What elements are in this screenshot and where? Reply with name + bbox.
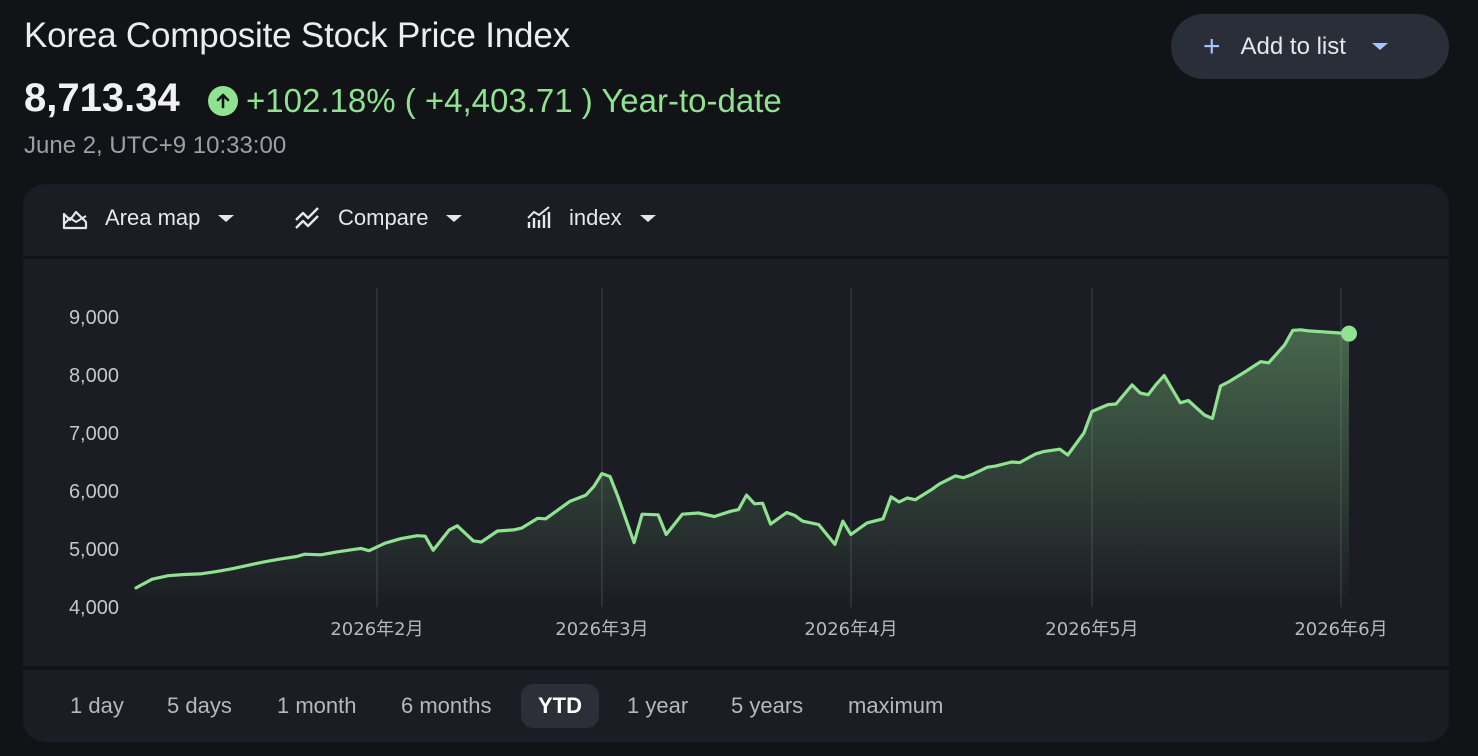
change-text: +102.18% ( +4,403.71 ) Year-to-date — [246, 82, 782, 119]
range-option[interactable]: 6 months — [401, 693, 492, 718]
add-to-list-button[interactable]: + Add to list — [1171, 14, 1449, 79]
chevron-down-icon — [639, 214, 656, 222]
y-tick-label: 9,000 — [69, 307, 119, 329]
compare-dropdown[interactable]: Compare — [294, 204, 463, 232]
timestamp: June 2, UTC+9 10:33:00 — [24, 132, 287, 159]
range-option[interactable]: maximum — [848, 693, 944, 718]
current-price: 8,713.34 — [24, 76, 180, 120]
chart-area[interactable]: 2026年2月 2026年3月 2026年4月 2026年5月 2026年6月 4,000… — [23, 259, 1449, 666]
range-option[interactable]: 1 month — [277, 693, 357, 718]
compare-icon — [295, 207, 319, 229]
x-tick-label: 2026年5月 — [1045, 619, 1138, 640]
range-option[interactable]: YTD — [521, 684, 599, 728]
area-chart-icon — [62, 210, 88, 230]
indicator-dropdown[interactable]: index — [525, 204, 656, 232]
y-tick-label: 5,000 — [69, 539, 119, 561]
price-line — [134, 328, 1351, 590]
chart-type-label: Area map — [105, 205, 201, 230]
y-tick-label: 6,000 — [69, 481, 119, 503]
arrow-up-icon — [208, 86, 238, 116]
chart-toolbar: Area map Compare index — [23, 184, 1449, 256]
compare-label: Compare — [338, 205, 429, 230]
range-option[interactable]: 1 day — [70, 693, 124, 718]
y-tick-label: 4,000 — [69, 597, 119, 619]
y-tick-label: 7,000 — [69, 423, 119, 445]
area-fill — [136, 329, 1349, 607]
x-tick-label: 2026年4月 — [804, 619, 897, 640]
indicator-label: index — [569, 205, 622, 230]
x-tick-label: 2026年6月 — [1294, 619, 1387, 640]
chevron-down-icon — [218, 214, 235, 222]
price-chart[interactable]: 2026年2月 2026年3月 2026年4月 2026年5月 2026年6月 4,000… — [23, 259, 1449, 666]
range-option[interactable]: 5 days — [167, 693, 232, 718]
x-tick-label: 2026年2月 — [330, 619, 423, 640]
chevron-down-icon — [1371, 43, 1388, 50]
range-option[interactable]: 5 years — [731, 693, 804, 718]
y-tick-label: 8,000 — [69, 365, 119, 387]
add-to-list-label: Add to list — [1240, 32, 1346, 60]
latest-point-marker — [1341, 325, 1357, 342]
page-title: Korea Composite Stock Price Index — [24, 16, 570, 55]
chart-type-dropdown[interactable]: Area map — [61, 204, 235, 232]
plus-icon: + — [1203, 29, 1221, 63]
x-tick-label: 2026年3月 — [555, 619, 648, 640]
range-selector: 1 day 5 days 1 month 6 months YTD 1 year 5 yea… — [23, 670, 1449, 742]
range-option[interactable]: 1 year — [627, 693, 689, 718]
price-change: +102.18% ( +4,403.71 ) Year-to-date — [208, 82, 782, 120]
indicator-icon — [527, 206, 551, 228]
chevron-down-icon — [446, 214, 463, 222]
